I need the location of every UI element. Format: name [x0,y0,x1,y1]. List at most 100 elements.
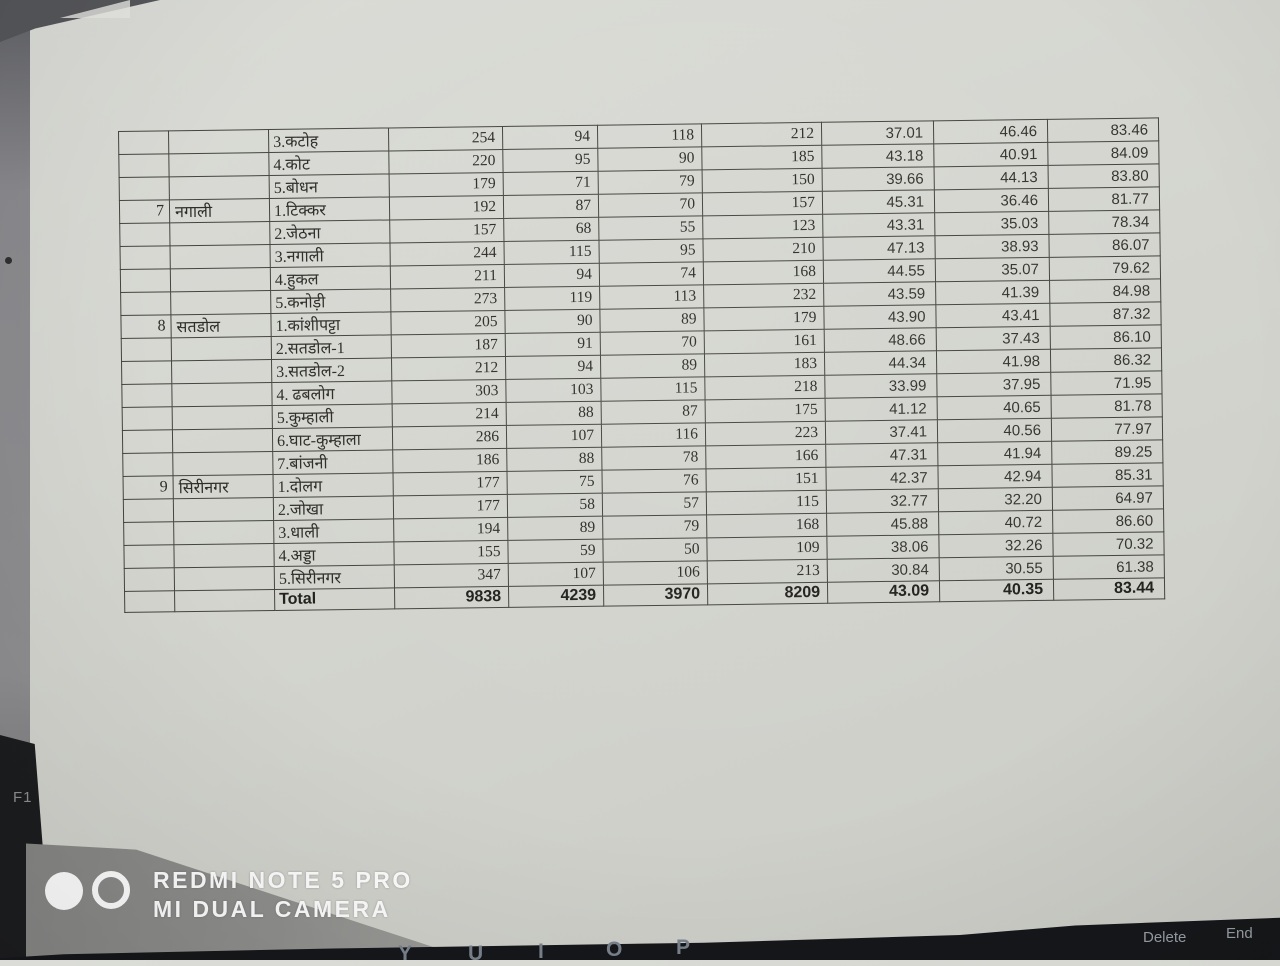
cell-panchayat-name [172,451,274,476]
cell-panchayat-name: सिरीनगर [173,474,274,499]
cell-total-voters: 9838 [394,586,509,609]
cell-percent-1: 43.90 [823,304,937,330]
cell-panchayat-name [171,382,273,407]
cell-count-male: 115 [503,240,600,265]
cell-percent-2: 32.26 [938,533,1054,558]
cell-total-voters: 303 [391,379,507,404]
cell-count-total: 151 [705,467,827,492]
cell-count-total: 218 [704,375,826,400]
cell-village-name: 6.घाट-कुम्हाला [272,426,393,452]
cell-percent-2: 42.94 [937,464,1053,489]
cell-count-total: 115 [706,490,827,515]
cell-percent-3: 71.95 [1050,370,1163,396]
cell-serial-no [124,590,175,613]
watermark-ring-circle-icon [92,871,130,909]
data-table: 3.कटोह 254 94 118 212 37.01 46.46 83.46 … [118,117,1165,613]
cell-percent-2: 36.46 [934,188,1049,213]
cell-total-voters: 187 [391,333,506,358]
watermark-filled-circle-icon [45,872,83,910]
cell-count-male: 87 [503,194,599,219]
cell-percent-2: 41.39 [935,280,1050,305]
cell-total-voters: 194 [393,517,508,542]
key-delete: Delete [1143,929,1187,946]
cell-total-voters: 254 [388,126,503,151]
watermark-line2: MI DUAL CAMERA [153,896,391,922]
cell-serial-no [118,153,170,178]
cell-count-male: 90 [504,309,601,334]
cell-percent-1: 37.01 [821,120,934,146]
cell-percent-1: 47.31 [825,442,938,468]
cell-count-total: 8209 [707,582,828,605]
cell-serial-no [123,498,174,523]
key-f1: F1 [13,789,33,806]
key-end: End [1226,925,1253,942]
cell-count-male: 71 [503,171,599,196]
cell-percent-3: 86.10 [1050,324,1162,350]
cell-serial-no [122,452,174,477]
cell-percent-1: 45.88 [826,511,939,537]
cell-percent-2: 40.35 [939,579,1054,602]
cell-count-total: 232 [703,283,824,308]
cell-serial-no [119,222,171,247]
cell-serial-no [119,176,170,201]
cell-percent-2: 41.94 [937,441,1052,466]
cell-panchayat-name [169,221,270,246]
cell-serial-no [122,406,173,431]
cell-percent-1: 44.34 [824,350,937,376]
cell-count-female: 74 [599,261,704,287]
cell-percent-3: 79.62 [1049,255,1161,281]
cell-serial-no [118,130,169,155]
cell-count-female: 78 [601,445,706,471]
cell-village-name: 2.सतडोल-1 [271,334,392,360]
cell-percent-3: 83.80 [1048,163,1160,189]
cell-panchayat-name [174,589,275,612]
cell-panchayat-name [171,359,272,384]
cell-percent-3: 86.32 [1050,347,1162,373]
cell-village-name: 5.कुम्हाली [272,403,393,429]
cell-village-name: 1.टिक्कर [269,196,390,222]
cell-total-voters: 177 [392,471,508,496]
cell-village-name: 4.अड्डा [273,541,395,567]
cell-count-total: 223 [705,421,826,446]
cell-panchayat-name [170,267,271,292]
cell-village-name: Total [274,587,395,611]
cell-total-voters: 179 [389,172,504,197]
cell-serial-no: 7 [119,199,170,224]
cell-village-name: 1.दोलग [273,472,394,498]
cell-percent-2: 35.03 [934,211,1049,236]
cell-village-name: 3.कटोह [268,127,389,153]
smudge-dot [5,257,12,264]
cell-total-voters: 157 [389,218,504,243]
cell-count-male: 95 [502,148,599,173]
cell-count-total: 210 [702,237,824,262]
cell-count-total: 161 [704,329,825,354]
cell-count-male: 119 [504,286,600,311]
cell-total-voters: 273 [390,287,505,312]
cell-village-name: 7.बांजनी [272,449,393,475]
cell-percent-3: 83.46 [1047,117,1159,143]
cell-count-total: 179 [703,306,825,331]
cell-village-name: 5.कनोड़ी [270,288,391,314]
cell-village-name: 4.कोट [268,150,390,176]
cell-serial-no: 8 [120,314,172,339]
key-u: U [468,942,484,965]
cell-panchayat-name [174,566,275,591]
cell-count-female: 115 [600,376,706,402]
cell-percent-2: 37.95 [936,372,1052,397]
cell-count-female: 87 [601,399,706,425]
cell-percent-3: 89.25 [1051,439,1163,465]
cell-village-name: 5.बोधन [269,173,390,199]
cell-count-total: 166 [705,444,826,469]
cell-total-voters: 214 [392,402,507,427]
key-y: Y [398,942,413,965]
cell-count-female: 90 [597,146,703,172]
cell-percent-1: 43.59 [823,281,936,307]
cell-count-male: 107 [506,424,602,449]
cell-count-total: 185 [701,145,823,170]
cell-percent-2: 35.07 [935,257,1050,282]
cell-count-female: 116 [601,422,706,448]
cell-percent-1: 45.31 [822,189,935,215]
cell-percent-3: 81.77 [1048,186,1160,212]
cell-percent-3: 86.60 [1052,508,1164,534]
cell-count-female: 106 [603,560,708,586]
